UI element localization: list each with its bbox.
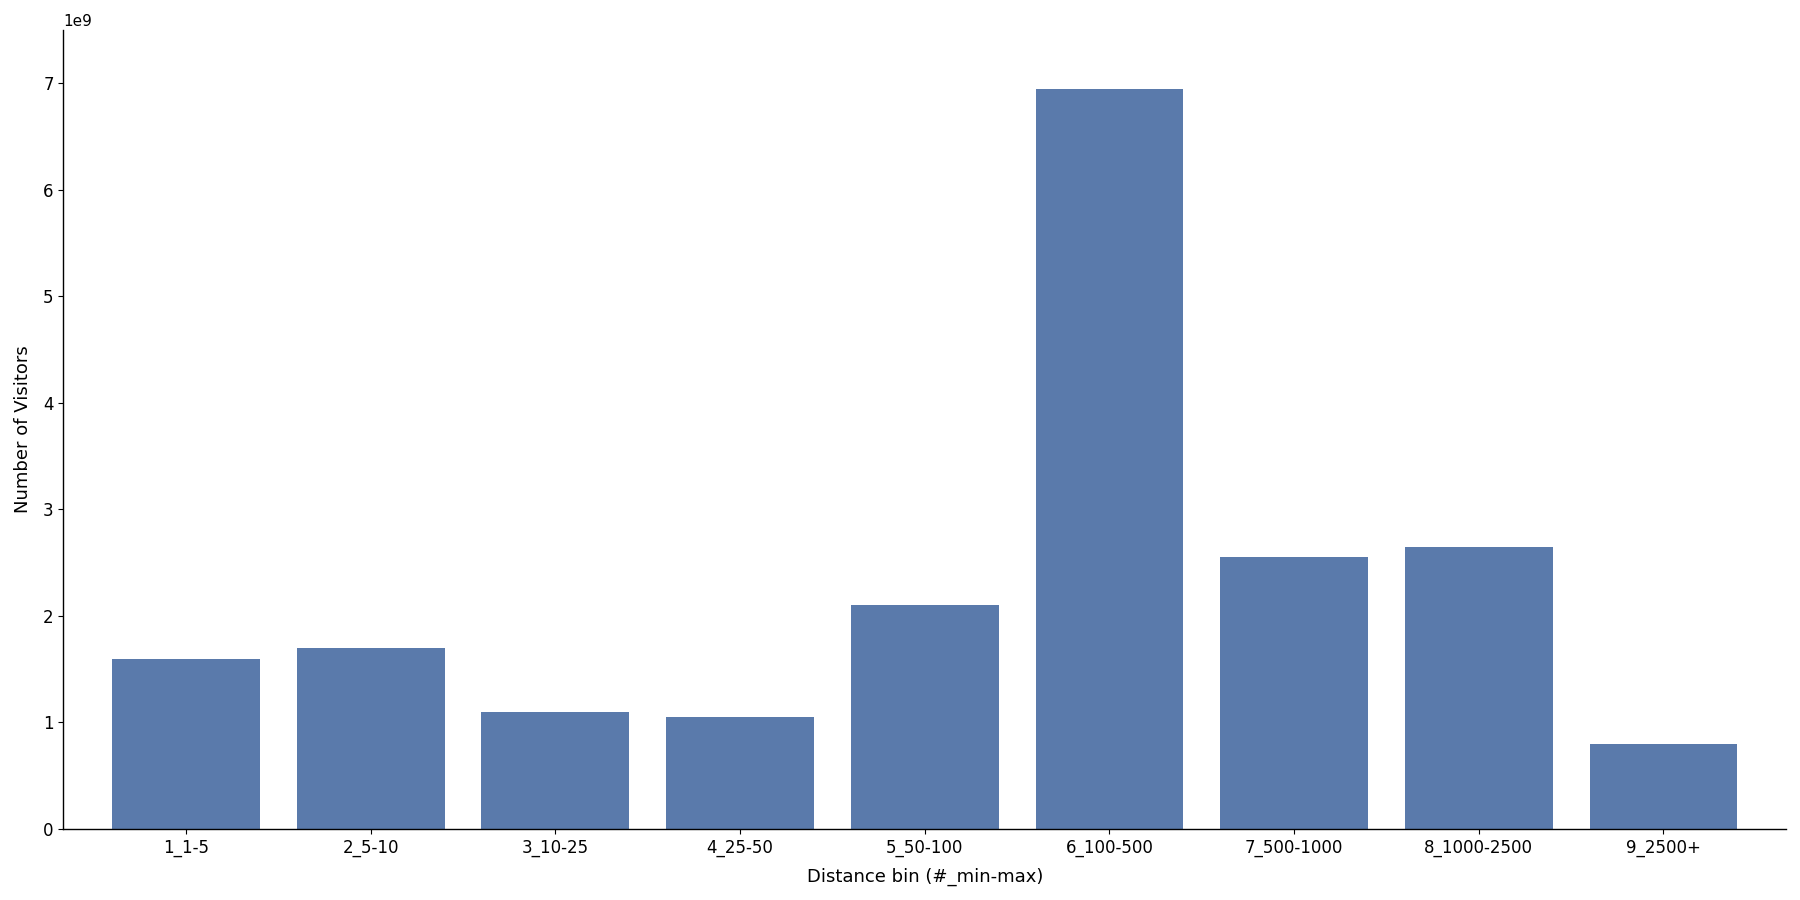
Bar xyxy=(1035,88,1183,829)
Y-axis label: Number of Visitors: Number of Visitors xyxy=(14,346,32,513)
Bar xyxy=(666,717,814,829)
Bar xyxy=(1220,557,1368,829)
Bar xyxy=(481,712,630,829)
X-axis label: Distance bin (#_min-max): Distance bin (#_min-max) xyxy=(806,868,1042,886)
Bar xyxy=(851,606,999,829)
Bar xyxy=(1406,546,1553,829)
Bar xyxy=(112,659,259,829)
Bar xyxy=(1589,743,1737,829)
Bar xyxy=(297,648,445,829)
